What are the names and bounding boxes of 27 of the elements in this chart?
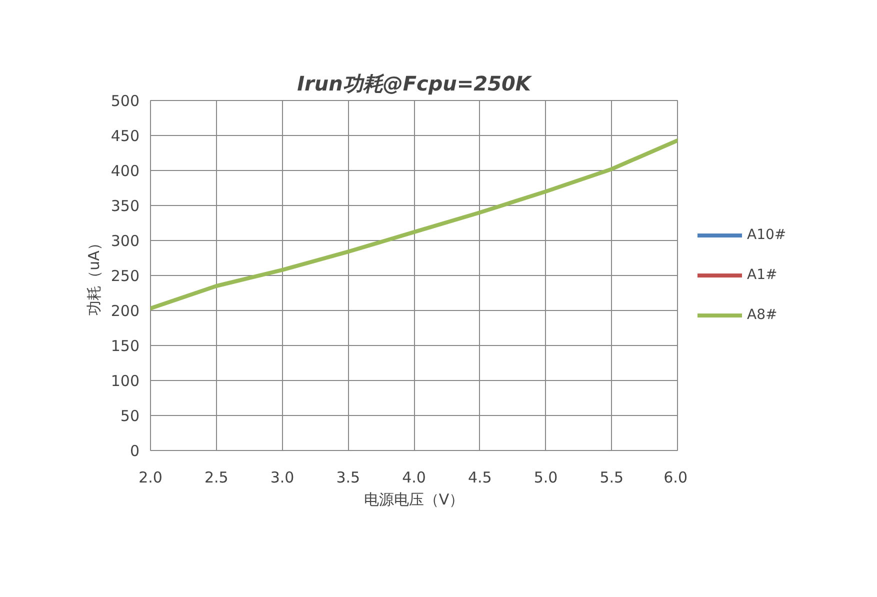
x-tick-label: 5.0	[534, 468, 558, 486]
y-tick-label: 350	[110, 197, 140, 215]
x-tick-label: 2.5	[204, 468, 228, 486]
x-tick-label: 3.0	[270, 468, 294, 486]
x-tick-label: 6.0	[664, 468, 688, 486]
x-tick-label: 2.0	[138, 468, 162, 486]
y-tick-label: 200	[110, 302, 140, 320]
legend-label: A1#	[747, 267, 778, 283]
y-tick-label: 500	[110, 92, 140, 110]
y-tick-label: 450	[110, 127, 140, 145]
x-tick-label: 4.5	[468, 468, 492, 486]
x-tick-label: 3.5	[336, 468, 360, 486]
y-tick-label: 0	[130, 442, 140, 460]
x-axis-title: 电源电压（V）	[364, 490, 464, 508]
y-tick-label: 400	[110, 162, 140, 180]
y-tick-label: 300	[110, 232, 140, 250]
y-tick-label: 50	[120, 407, 140, 425]
legend-label: A10#	[747, 227, 786, 243]
line-series	[150, 138, 678, 310]
y-tick-label: 150	[110, 337, 140, 355]
legend-label: A8#	[747, 307, 778, 323]
x-tick-label: 4.0	[402, 468, 426, 486]
chart-title: Irun功耗@Fcpu=250K	[297, 72, 532, 96]
y-tick-label: 250	[110, 267, 140, 285]
y-tick-label: 100	[110, 372, 140, 390]
x-tick-label: 5.5	[600, 468, 624, 486]
y-axis-title: 功耗（uA）	[84, 236, 103, 316]
